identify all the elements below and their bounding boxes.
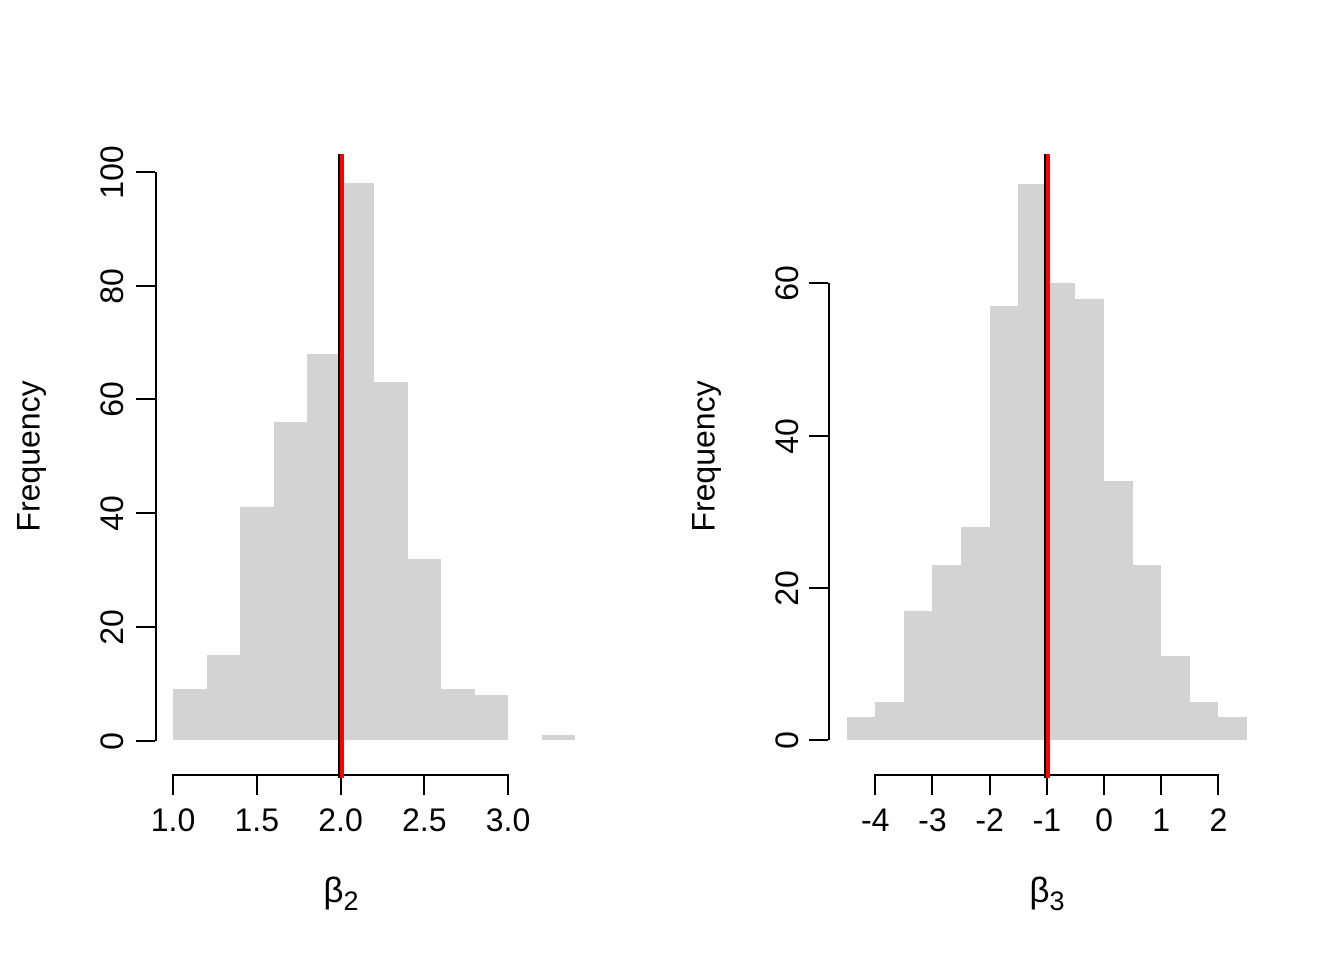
histogram-bar [206, 655, 240, 741]
x-tick-label: -1 [1032, 802, 1062, 838]
y-axis-tick [809, 282, 828, 285]
y-tick-label: 60 [94, 381, 130, 418]
x-tick-label: 0 [1095, 802, 1113, 838]
x-axis-tick [1160, 776, 1163, 795]
histogram-bar [541, 734, 575, 741]
y-axis-tick [136, 512, 155, 515]
histogram-bar [875, 701, 904, 740]
x-axis-tick [1103, 776, 1105, 795]
histogram-bar [1161, 656, 1190, 740]
y-axis-tick [136, 171, 155, 173]
y-axis-tick [136, 284, 155, 287]
reference-line [337, 154, 344, 778]
x-axis-tick [339, 776, 342, 795]
x-tick-label: 3.0 [485, 802, 531, 838]
x-tick-label: -3 [918, 802, 947, 838]
histogram-bar [903, 610, 933, 740]
reference-line [1043, 154, 1050, 778]
x-axis-title-right: β3 [1029, 871, 1064, 915]
histogram-bar [1046, 283, 1076, 740]
x-tick-label: 1.0 [150, 802, 196, 838]
x-tick-label: 2.0 [318, 802, 363, 838]
histogram-bar [1104, 481, 1133, 740]
histogram-bar [1132, 564, 1162, 740]
y-axis-line [155, 172, 157, 741]
y-tick-label: 60 [769, 265, 805, 302]
x-axis-title-subscript: 2 [343, 886, 359, 916]
y-axis-tick [136, 625, 155, 628]
x-axis-title-base: β [323, 871, 344, 910]
x-tick-label: 2 [1209, 802, 1228, 838]
x-axis-title-subscript: 3 [1049, 886, 1065, 916]
x-axis-title-base: β [1029, 871, 1050, 910]
histogram-bar [1189, 701, 1219, 740]
y-tick-label: 0 [769, 731, 805, 749]
reference-line-edge [1043, 154, 1046, 778]
histogram-bar [846, 717, 876, 740]
y-tick-label: 40 [94, 495, 130, 531]
x-axis-tick [423, 776, 426, 795]
y-tick-label: 20 [94, 609, 130, 645]
y-axis-tick [809, 434, 828, 437]
x-axis-tick [1045, 776, 1048, 795]
histogram-bar [307, 353, 341, 741]
x-tick-label: -4 [860, 802, 890, 838]
y-axis-tick [136, 398, 155, 401]
y-tick-label: 100 [94, 145, 130, 199]
y-tick-label: 80 [94, 267, 130, 304]
x-axis-title-left: β2 [323, 871, 358, 915]
histogram-bar [932, 564, 961, 740]
x-axis-tick [507, 776, 509, 795]
histogram-bar [989, 306, 1019, 740]
histogram-bar [374, 382, 408, 741]
x-axis-tick [1217, 776, 1220, 795]
y-axis-tick [136, 739, 155, 742]
histogram-bar [961, 526, 990, 740]
histogram-bar [474, 695, 508, 741]
x-tick-label: -2 [975, 802, 1004, 838]
histogram-bar [173, 689, 207, 741]
y-axis-title-right: Frequency [685, 380, 722, 532]
x-tick-label: 2.5 [402, 802, 447, 838]
reference-line-edge [337, 154, 340, 778]
x-axis-tick [874, 776, 877, 795]
histogram-bar [441, 689, 475, 741]
x-tick-label: 1.5 [234, 802, 279, 838]
histogram-bar [340, 183, 374, 741]
x-tick-label: 1 [1152, 802, 1171, 838]
y-tick-label: 40 [769, 417, 805, 454]
histogram-bar [240, 507, 274, 741]
histogram-bar [1218, 717, 1247, 740]
y-axis-tick [809, 739, 828, 741]
x-axis-tick [255, 776, 258, 795]
histogram-bar [1018, 184, 1047, 740]
x-axis-tick [172, 776, 174, 795]
reference-line-red [339, 154, 344, 778]
y-tick-label: 20 [769, 570, 805, 606]
histogram-bar [407, 558, 441, 741]
reference-line-red [1045, 154, 1050, 778]
histogram-bar [1075, 298, 1104, 740]
histogram-bar [273, 422, 307, 741]
y-axis-tick [809, 586, 828, 589]
y-axis-line [828, 283, 830, 740]
x-axis-tick [988, 776, 991, 795]
x-axis-tick [931, 776, 934, 795]
y-axis-title-left: Frequency [10, 380, 47, 532]
y-tick-label: 0 [94, 731, 130, 750]
